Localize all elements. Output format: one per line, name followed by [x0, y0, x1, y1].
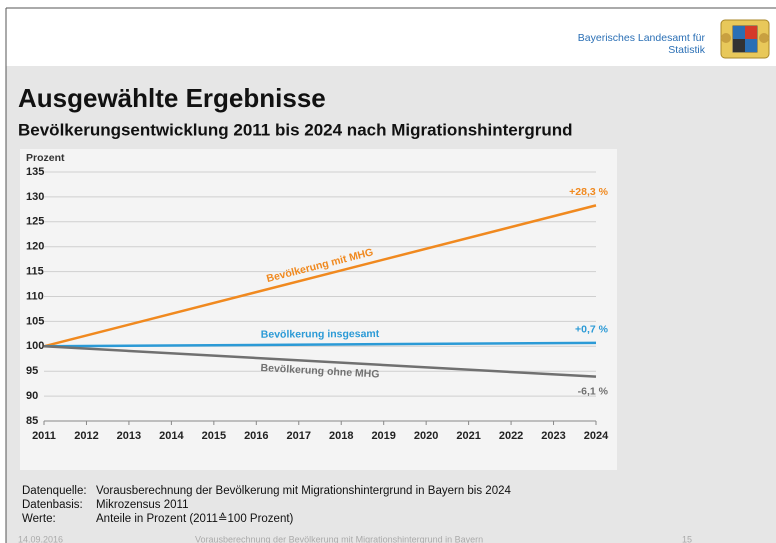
x-tick-label: 2021 [456, 430, 480, 442]
y-tick-label: 125 [26, 216, 44, 228]
note-text: Anteile in Prozent (2011≙100 Prozent) [96, 512, 294, 525]
title: Ausgewählte Ergebnisse [18, 83, 326, 113]
x-tick-label: 2022 [499, 430, 523, 442]
note-text: Mikrozensus 2011 [96, 499, 188, 511]
org-name: Bayerisches Landesamt für [578, 32, 706, 44]
note-label: Datenquelle: [22, 485, 87, 497]
footer-date: 14.09.2016 [18, 534, 63, 543]
series-line [43, 341, 597, 348]
series-line [43, 204, 597, 348]
y-tick-label: 95 [26, 365, 38, 377]
subtitle: Bevölkerungsentwicklung 2011 bis 2024 na… [18, 120, 573, 139]
y-tick-label: 130 [26, 191, 44, 203]
note-label: Werte: [22, 513, 56, 525]
x-tick-label: 2020 [414, 430, 438, 442]
chart-panel [20, 149, 617, 470]
y-tick-label: 90 [26, 390, 38, 402]
logo [720, 19, 770, 59]
x-tick-label: 2011 [32, 430, 56, 442]
x-tick-label: 2016 [244, 430, 268, 442]
x-tick-label: 2015 [202, 430, 226, 442]
footer-text: Vorausberechnung der Bevölkerung mit Mig… [195, 534, 483, 543]
y-axis-label: Prozent [26, 152, 65, 164]
x-tick-label: 2019 [371, 430, 395, 442]
end-label: +28,3 % [569, 186, 608, 198]
x-tick-label: 2023 [541, 430, 565, 442]
y-tick-label: 110 [26, 290, 44, 302]
x-tick-label: 2017 [287, 430, 311, 442]
x-tick-label: 2014 [159, 430, 184, 442]
notes: Datenquelle: Vorausberechnung der Bevölke… [22, 485, 511, 525]
series-label: Bevölkerung insgesamt [261, 328, 380, 341]
x-tick-label: 2013 [117, 430, 141, 442]
y-tick-label: 85 [26, 415, 38, 427]
chart: 85 90 95 100 105 110 115 120 125 130 135 2011 2012 20… [26, 166, 609, 442]
y-tick-label: 100 [26, 340, 44, 352]
note-label: Datenbasis: [22, 499, 83, 511]
x-tick-label: 2024 [584, 430, 609, 442]
note-text: Vorausberechnung der Bevölkerung mit Mig… [96, 485, 511, 497]
end-label: +0,7 % [575, 324, 609, 336]
y-tick-label: 135 [26, 166, 44, 178]
x-tick-label: 2018 [329, 430, 353, 442]
y-tick-label: 105 [26, 315, 44, 327]
x-tick-label: 2012 [74, 430, 98, 442]
end-label: -6,1 % [578, 385, 609, 397]
series-line [43, 345, 597, 378]
y-tick-label: 120 [26, 241, 44, 253]
y-tick-label: 115 [26, 266, 44, 278]
org-name: Statistik [668, 44, 706, 56]
footer-page: 15 [682, 534, 692, 543]
